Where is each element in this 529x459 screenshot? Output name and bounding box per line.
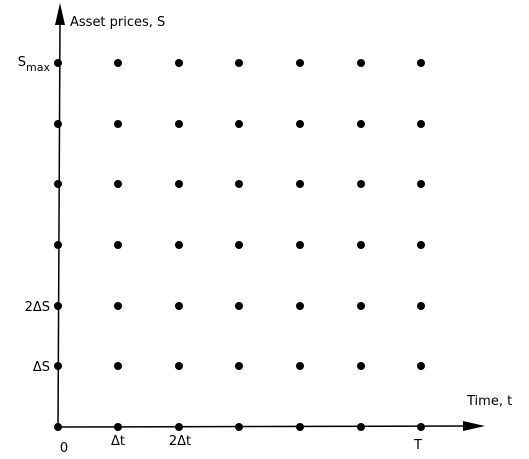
x-axis-title: Time, t [466, 394, 512, 409]
grid-point [54, 423, 62, 431]
grid-point [235, 241, 243, 249]
grid-point [417, 423, 425, 431]
grid-point [175, 423, 183, 431]
grid-point [357, 241, 365, 249]
axes [55, 3, 485, 431]
grid-point [296, 120, 304, 128]
grid-point [175, 302, 183, 310]
grid-point [54, 241, 62, 249]
grid-point [114, 241, 122, 249]
grid-point [114, 180, 122, 188]
grid-point [417, 180, 425, 188]
grid-point [417, 302, 425, 310]
grid-point [357, 120, 365, 128]
x-tick-label: 0 [60, 441, 68, 456]
grid-point [175, 120, 183, 128]
grid-point [235, 180, 243, 188]
grid-point [357, 423, 365, 431]
grid-point [235, 59, 243, 67]
grid-point [54, 120, 62, 128]
x-tick-label: 2Δt [169, 434, 191, 449]
grid-point [417, 241, 425, 249]
grid-point [296, 423, 304, 431]
grid-point [175, 241, 183, 249]
grid-point [417, 362, 425, 370]
grid-point [357, 302, 365, 310]
y-axis-line [57, 21, 61, 428]
grid-point [54, 59, 62, 67]
grid-point [235, 362, 243, 370]
grid-point [357, 59, 365, 67]
y-tick-label: Smax [18, 55, 51, 74]
grid-point [114, 302, 122, 310]
grid-point [235, 423, 243, 431]
y-axis-title: Asset prices, S [70, 15, 165, 30]
grid-point [54, 180, 62, 188]
x-axis-line [57, 425, 469, 428]
grid-point [417, 120, 425, 128]
grid-point [114, 120, 122, 128]
grid-point [175, 180, 183, 188]
grid-point [296, 241, 304, 249]
grid-point [235, 120, 243, 128]
grid-point [54, 302, 62, 310]
y-tick-label: 2ΔS [25, 300, 50, 315]
grid-point [114, 362, 122, 370]
y-tick-label: ΔS [33, 360, 50, 375]
grid-point [175, 362, 183, 370]
grid-point [296, 302, 304, 310]
grid-point [296, 59, 304, 67]
x-tick-label: T [413, 438, 422, 453]
grid-point [357, 180, 365, 188]
grid-point [114, 59, 122, 67]
grid-points [54, 59, 425, 431]
x-axis-arrowhead [463, 421, 485, 431]
grid-point [114, 423, 122, 431]
grid-point [296, 180, 304, 188]
grid-point [235, 302, 243, 310]
y-tick-labels: Smax 2ΔS ΔS [18, 55, 51, 375]
grid-point [54, 362, 62, 370]
grid-point [357, 362, 365, 370]
grid-point [175, 59, 183, 67]
grid-point [417, 59, 425, 67]
grid-point [296, 362, 304, 370]
y-axis-arrowhead [55, 3, 65, 25]
x-tick-labels: 0 Δt 2Δt T [60, 434, 422, 456]
x-tick-label: Δt [111, 434, 125, 449]
